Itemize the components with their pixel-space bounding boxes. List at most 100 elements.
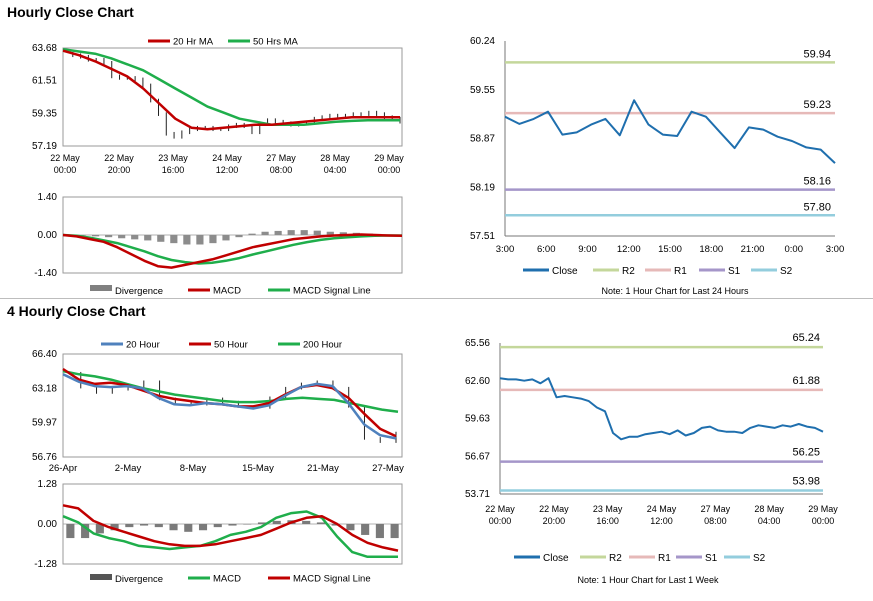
four-hourly-macd-divergence-bar [213, 524, 222, 528]
four-hourly-ma20-line [62, 373, 397, 440]
close1w-ytick: 65.56 [465, 338, 490, 349]
close24-legend-label: R2 [622, 266, 635, 277]
close24-ytick: 59.55 [470, 85, 495, 96]
section-title-hourly: Hourly Close Chart [7, 4, 134, 20]
four-hourly-macd-divergence-bar [198, 524, 208, 531]
close24-ytick: 58.19 [470, 182, 495, 193]
hourly-macd-divergence-bar [274, 230, 282, 235]
close1w-line [499, 377, 824, 441]
close24-legend-label: S1 [728, 266, 741, 277]
close24-level-label: 59.23 [803, 99, 831, 111]
four-hourly-price-ytick: 59.97 [32, 418, 57, 429]
close1w-xtick: 16:00 [596, 516, 619, 526]
close1w-xtick: 08:00 [704, 516, 727, 526]
hourly-price-xtick: 29 May [374, 153, 404, 163]
four-hourly-macd-divergence-bar [228, 524, 237, 526]
close24-legend-label: S2 [780, 266, 793, 277]
four-hourly-price-xtick: 15-May [242, 463, 274, 474]
hourly-price-xtick: 12:00 [216, 165, 239, 175]
hourly-macd-divergence-bar [248, 233, 256, 235]
hourly-macd-signal-line [62, 233, 402, 265]
close24-ytick: 58.87 [470, 134, 495, 145]
four-hourly-macd-divergence-bar [361, 524, 370, 535]
close1w-xtick: 27 May [701, 504, 731, 514]
hourly-macd-line [62, 233, 403, 269]
four-hourly-legend-divergence-swatch [90, 574, 112, 580]
hourly-price-xtick: 00:00 [54, 165, 77, 175]
close24-xtick: 0:00 [785, 244, 804, 255]
close1w-legend-label: R2 [609, 553, 622, 564]
hourly-macd-ytick: -1.40 [34, 268, 57, 279]
close24-xtick: 21:00 [741, 244, 765, 255]
four-hourly-macd-divergence-bar [81, 524, 90, 539]
close24-xtick: 18:00 [699, 244, 723, 255]
hourly-macd-divergence-bar [235, 235, 243, 238]
four-hourly-ma200-line [62, 369, 399, 413]
four-hourly-macd-divergence-bar [375, 524, 384, 539]
four-hourly-macd-divergence-bar [154, 524, 163, 528]
four-hourly-macd-divergence-bar [272, 520, 281, 524]
hourly-macd-divergence-bar [209, 235, 217, 244]
section-title-4hourly: 4 Hourly Close Chart [7, 303, 146, 319]
close24-xtick: 3:00 [826, 244, 845, 255]
hourly-price-xtick: 00:00 [378, 165, 401, 175]
four-hourly-legend-ma20-label: 20 Hour [126, 340, 160, 351]
close1w-ytick: 56.67 [465, 451, 490, 462]
four-hourly-price-xtick: 21-May [307, 463, 339, 474]
four-hourly-macd-ytick: -1.28 [34, 559, 57, 570]
four-hourly-price-xtick: 8-May [180, 463, 207, 474]
hourly-macd-divergence-bar [261, 231, 269, 235]
four-hourly-legend-ma50-label: 50 Hour [214, 340, 248, 351]
four-hourly-macd-divergence-bar [316, 522, 325, 524]
hourly-macd-divergence-bar [183, 235, 191, 245]
close1w-legend-label: S1 [705, 553, 718, 564]
close24-note: Note: 1 Hour Chart for Last 24 Hours [601, 286, 749, 296]
four-hourly-price-frame [62, 353, 403, 458]
close24-ytick: 57.51 [470, 231, 495, 242]
close1w-xtick: 12:00 [650, 516, 673, 526]
close1w-xtick: 00:00 [812, 516, 835, 526]
close24-line [504, 99, 836, 164]
hourly-macd-divergence-bar [170, 235, 178, 244]
close24-xtick: 15:00 [658, 244, 682, 255]
hourly-macd-ytick: 1.40 [38, 192, 58, 203]
close1w-note: Note: 1 Hour Chart for Last 1 Week [578, 575, 719, 585]
four-hourly-macd-ytick: 1.28 [38, 479, 58, 490]
hourly-price-xtick: 08:00 [270, 165, 293, 175]
hourly-price-ytick: 59.35 [32, 108, 57, 119]
hourly-macd-divergence-bar [326, 231, 334, 235]
close1w-legend-label: Close [543, 553, 569, 564]
hourly-price-xtick: 27 May [266, 153, 296, 163]
hourly-legend-divergence-label: Divergence [115, 286, 163, 297]
four-hourly-macd-divergence-bar [95, 524, 104, 534]
four-hourly-macd-divergence-bar [140, 524, 149, 526]
section-divider [0, 298, 873, 299]
close1w-xtick: 23 May [593, 504, 623, 514]
close1w-xtick: 22 May [539, 504, 569, 514]
hourly-macd-divergence-bar [92, 235, 100, 237]
close24-level-label: 59.94 [803, 48, 831, 60]
hourly-macd-ytick: 0.00 [38, 230, 58, 241]
close24-ytick: 60.24 [470, 36, 495, 47]
close1w-xtick: 20:00 [543, 516, 566, 526]
close24-xtick: 3:00 [496, 244, 515, 255]
hourly-price-xtick: 20:00 [108, 165, 131, 175]
hourly-legend-ma50-label: 50 Hrs MA [253, 37, 299, 48]
close1w-xtick: 24 May [647, 504, 677, 514]
hourly-macd-divergence-bar [144, 235, 152, 241]
hourly-price-frame [62, 47, 403, 147]
four-hourly-macd-divergence-bar [66, 524, 75, 539]
close1w-legend-label: S2 [753, 553, 766, 564]
close24-xtick: 9:00 [578, 244, 597, 255]
hourly-ma50-line [62, 47, 400, 126]
hourly-legend-macd-label: MACD [213, 286, 241, 297]
close1w-xtick: 28 May [754, 504, 784, 514]
close24-xtick: 12:00 [617, 244, 641, 255]
hourly-macd-divergence-bar [313, 230, 321, 235]
close24-xtick: 6:00 [537, 244, 556, 255]
hourly-macd-divergence-bar [287, 230, 295, 235]
close1w-xtick: 22 May [485, 504, 515, 514]
close1w-xtick: 29 May [808, 504, 838, 514]
close1w-level-label: 56.25 [792, 447, 820, 459]
